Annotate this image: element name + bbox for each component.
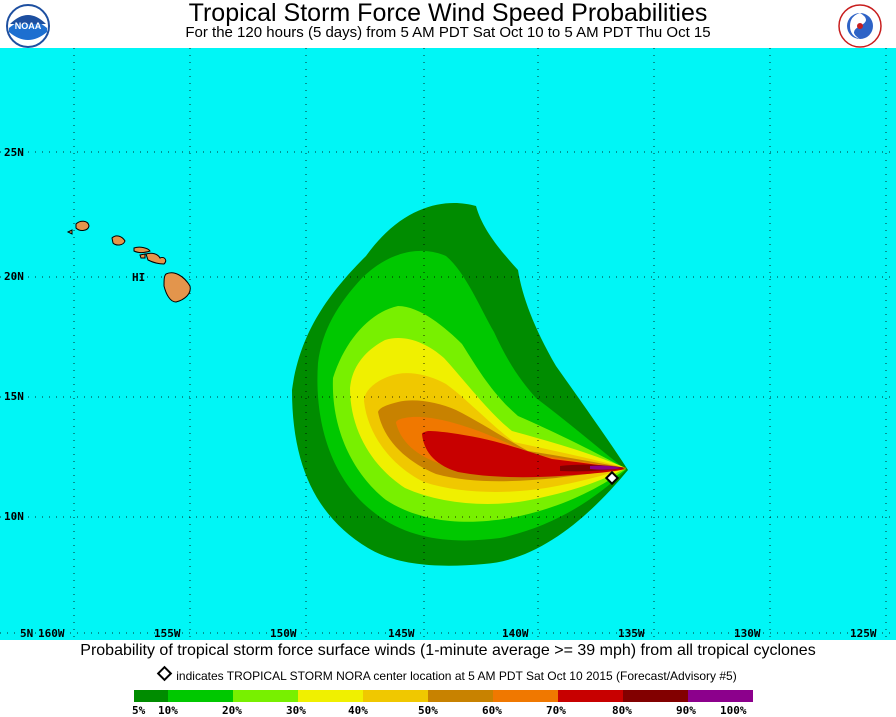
header: NOAA Tropical Storm Force Wind Speed Pro… [0, 0, 896, 48]
legend-tick-30: 30% [286, 704, 306, 717]
legend-swatch-80 [623, 690, 688, 702]
page-title: Tropical Storm Force Wind Speed Probabil… [188, 0, 708, 27]
legend-tick-60: 60% [482, 704, 502, 717]
legend-tick-100: 100% [720, 704, 747, 717]
probability-map: HI 25N 20N 15N 10N 5N 160W 155W 150W 145… [0, 48, 896, 640]
island-hawaii [163, 272, 191, 303]
lon-label-125w: 125W [850, 627, 877, 640]
footer: Probability of tropical storm force surf… [0, 640, 896, 717]
lat-label-20n: 20N [4, 270, 24, 283]
lat-label-10n: 10N [4, 510, 24, 523]
legend-tick-50: 50% [418, 704, 438, 717]
legend-swatch-50 [428, 690, 493, 702]
lon-label-130w: 130W [734, 627, 761, 640]
storm-center-marker [604, 470, 620, 486]
legend-swatch-20 [233, 690, 298, 702]
grid [0, 48, 896, 640]
storm-location-note: indicates TROPICAL STORM NORA center loc… [0, 665, 896, 683]
grid-lon-lines [73, 48, 887, 640]
legend-swatch-5 [134, 690, 168, 702]
grid-lat-lines [0, 151, 896, 634]
legend-swatch-30 [298, 690, 363, 702]
svg-text:NOAA: NOAA [15, 21, 42, 31]
legend-swatch-70 [558, 690, 623, 702]
island-maui [145, 252, 167, 265]
legend-tick-90: 90% [676, 704, 696, 717]
legend-tick-5: 5% [132, 704, 146, 717]
lon-label-160w: 160W [38, 627, 65, 640]
diamond-marker-icon [156, 665, 173, 682]
page-subtitle: For the 120 hours (5 days) from 5 AM PDT… [185, 24, 711, 41]
region-label-hi: HI [132, 271, 145, 284]
map-caption: Probability of tropical storm force surf… [80, 642, 816, 659]
lon-label-135w: 135W [618, 627, 645, 640]
nws-logo [838, 4, 882, 48]
lon-label-145w: 145W [388, 627, 415, 640]
lon-label-140w: 140W [502, 627, 529, 640]
legend-swatch-60 [493, 690, 558, 702]
legend-tick-40: 40% [348, 704, 368, 717]
island-lanai [139, 253, 146, 259]
island-molokai [133, 246, 151, 253]
lat-label-5n: 5N [20, 627, 34, 640]
lat-label-25n: 25N [4, 146, 24, 159]
legend-swatch-10 [168, 690, 233, 702]
legend-swatch-40 [363, 690, 428, 702]
hawaiian-islands [66, 220, 191, 303]
island-kauai [75, 220, 90, 231]
lon-label-155w: 155W [154, 627, 181, 640]
map-canvas: HI [0, 48, 896, 640]
legend-tick-20: 20% [222, 704, 242, 717]
noaa-logo: NOAA [6, 4, 50, 48]
island-oahu [111, 235, 126, 246]
storm-location-note-text: indicates TROPICAL STORM NORA center loc… [176, 669, 737, 683]
legend-tick-70: 70% [546, 704, 566, 717]
island-niihau [66, 229, 73, 235]
band-90-100 [590, 465, 622, 470]
lon-label-150w: 150W [270, 627, 297, 640]
legend-swatch-90 [688, 690, 753, 702]
lat-label-15n: 15N [4, 390, 24, 403]
legend-tick-80: 80% [612, 704, 632, 717]
legend-tick-10: 10% [158, 704, 178, 717]
